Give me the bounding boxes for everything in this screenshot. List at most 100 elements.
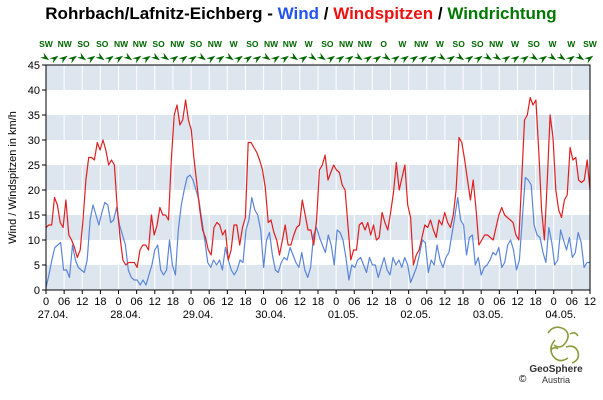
x-tick-label: 18 <box>94 296 106 308</box>
title-separator-3: / <box>433 4 447 23</box>
direction-arrow <box>233 55 243 64</box>
direction-label: W <box>305 39 314 49</box>
direction-label: W <box>436 39 445 49</box>
direction-arrow <box>252 55 262 64</box>
direction-label: SO <box>528 39 541 49</box>
x-date-label: 03.05. <box>473 309 504 321</box>
title-wind: Wind <box>278 4 319 23</box>
direction-arrow <box>427 55 437 64</box>
direction-label: NW <box>133 39 148 49</box>
direction-arrow <box>372 55 382 64</box>
direction-arrow <box>289 52 299 61</box>
direction-arrow <box>307 52 317 61</box>
geosphere-emblem <box>547 326 580 364</box>
direction-label: SO <box>77 39 90 49</box>
direction-arrow <box>325 55 336 64</box>
y-tick-label: 30 <box>28 135 40 147</box>
direction-label: SO <box>96 39 109 49</box>
direction-arrow <box>381 52 391 61</box>
x-tick-label: 12 <box>76 296 88 308</box>
x-tick-label: 0 <box>333 296 339 308</box>
title-separator-1: - <box>263 4 278 23</box>
direction-arrow <box>160 52 170 61</box>
direction-arrow <box>574 52 585 61</box>
direction-arrow <box>242 55 253 64</box>
direction-label: W <box>230 39 239 49</box>
series-line-wind <box>45 174 590 288</box>
direction-arrow <box>501 55 511 64</box>
x-tick-label: 18 <box>167 296 179 308</box>
x-date-label: 29.04. <box>183 309 214 321</box>
y-tick-label: 20 <box>28 185 40 197</box>
direction-arrow <box>298 55 308 64</box>
y-axis: 0 5 10 15 20 25 30 35 40 45 <box>28 60 46 297</box>
direction-arrow <box>132 55 142 64</box>
brand-copyright: © <box>519 374 527 385</box>
direction-arrow <box>58 55 68 64</box>
direction-arrow <box>335 55 345 64</box>
direction-arrow <box>40 52 50 61</box>
direction-arrow <box>141 55 151 64</box>
direction-arrow <box>279 55 289 64</box>
direction-label: W <box>398 39 407 49</box>
x-date-label: 27.04. <box>38 309 69 321</box>
y-axis-label: Wind / Windspitzen in km/h <box>7 111 19 244</box>
y-tick-label: 0 <box>34 285 40 297</box>
direction-label: SW <box>39 39 54 49</box>
direction-arrow <box>77 52 87 61</box>
direction-label: SO <box>152 39 165 49</box>
x-tick-label: 0 <box>551 296 557 308</box>
x-tick-label: 12 <box>149 296 161 308</box>
direction-label: SW <box>583 39 598 49</box>
direction-arrow <box>353 52 363 61</box>
direction-arrow <box>215 55 225 64</box>
direction-arrow <box>178 55 188 64</box>
x-tick-label: 0 <box>261 296 267 308</box>
x-tick-label: 18 <box>457 296 469 308</box>
direction-arrow <box>418 55 428 64</box>
direction-arrow <box>473 55 483 64</box>
direction-arrow <box>510 55 520 64</box>
direction-arrow <box>150 52 160 61</box>
direction-arrow <box>491 52 502 61</box>
x-date-label: 04.05. <box>545 309 576 321</box>
x-tick-label: 0 <box>406 296 412 308</box>
direction-arrow <box>445 55 455 64</box>
direction-arrow <box>482 52 492 61</box>
direction-label: NW <box>264 39 279 49</box>
direction-arrow <box>95 52 105 61</box>
brand-name: GeoSphere <box>529 364 583 375</box>
direction-arrow <box>455 52 465 61</box>
direction-arrow <box>547 52 557 61</box>
direction-label: SO <box>471 39 484 49</box>
direction-arrow <box>123 52 133 61</box>
direction-arrows <box>40 52 594 64</box>
x-tick-label: 18 <box>312 296 324 308</box>
x-tick-label: 0 <box>115 296 121 308</box>
direction-labels: SW NW SO SO NW NW SO NW SO NW W SO NW NW W SO NW NW O W NW W S… <box>39 39 598 49</box>
x-tick-label: 12 <box>511 296 523 308</box>
direction-label: W <box>511 39 520 49</box>
x-tick-label: 0 <box>188 296 194 308</box>
x-tick-label: 0 <box>43 296 49 308</box>
x-tick-label: 06 <box>58 296 70 308</box>
x-date-label: 02.05. <box>400 309 431 321</box>
title-direction: Windrichtung <box>447 4 556 23</box>
title-gusts: Windspitzen <box>333 4 433 23</box>
direction-arrow <box>584 55 594 64</box>
direction-label: NW <box>170 39 185 49</box>
y-tick-label: 10 <box>28 235 40 247</box>
direction-arrow <box>390 55 400 64</box>
y-tick-label: 5 <box>34 260 40 272</box>
x-tick-label: 12 <box>366 296 378 308</box>
direction-label: SO <box>321 39 334 49</box>
direction-label: NW <box>208 39 223 49</box>
direction-arrow <box>519 55 529 64</box>
brand-country: Austria <box>542 375 570 385</box>
x-date-label: 01.05. <box>328 309 359 321</box>
y-tick-label: 15 <box>28 210 40 222</box>
direction-label: NW <box>283 39 298 49</box>
x-tick-label: 12 <box>439 296 451 308</box>
direction-arrow <box>316 52 326 61</box>
